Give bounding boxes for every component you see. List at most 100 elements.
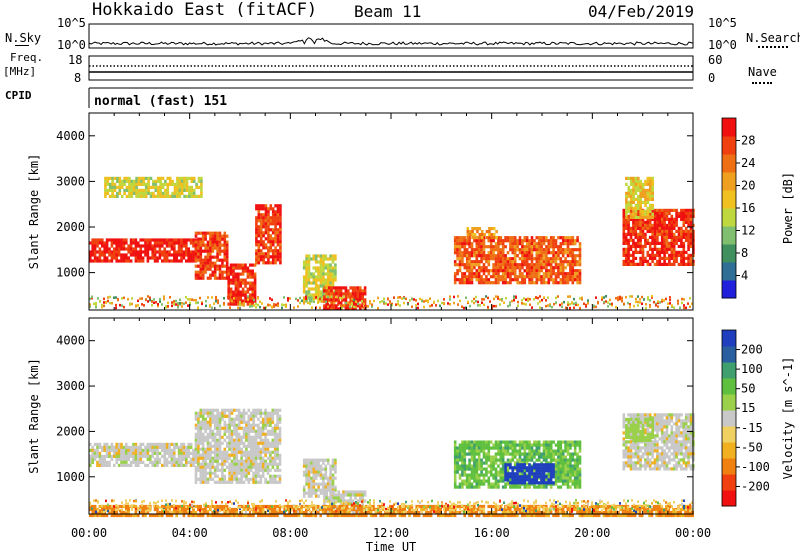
data-cell xyxy=(247,420,251,424)
data-cell xyxy=(393,296,395,299)
data-cell xyxy=(458,263,462,267)
data-cell xyxy=(153,301,155,304)
data-cell xyxy=(397,296,399,299)
data-cell xyxy=(103,297,105,301)
data-cell xyxy=(634,191,638,195)
data-cell xyxy=(577,303,579,307)
data-cell xyxy=(223,264,227,268)
data-cell xyxy=(631,295,633,298)
data-cell xyxy=(344,307,348,311)
data-cell xyxy=(257,225,261,229)
data-cell xyxy=(492,275,495,279)
data-cell xyxy=(242,444,246,448)
data-cell xyxy=(656,220,659,224)
data-cell xyxy=(523,239,527,243)
data-cell xyxy=(156,250,159,254)
data-cell xyxy=(305,461,308,465)
data-cell xyxy=(103,250,106,254)
data-cell xyxy=(511,272,515,276)
data-cell xyxy=(461,275,464,279)
data-cell xyxy=(266,432,270,436)
data-cell xyxy=(117,250,121,254)
data-cell xyxy=(91,250,94,254)
data-cell xyxy=(113,296,115,299)
data-cell xyxy=(247,462,251,466)
data-cell xyxy=(663,208,666,212)
data-cell xyxy=(322,272,325,276)
data-cell xyxy=(245,429,248,433)
data-cell xyxy=(632,197,635,201)
data-cell xyxy=(89,504,92,509)
data-cell xyxy=(651,191,654,195)
data-cell xyxy=(314,491,318,495)
data-cell xyxy=(189,238,193,242)
data-cell xyxy=(634,176,638,180)
data-cell xyxy=(622,241,626,245)
data-cell xyxy=(211,411,215,415)
data-cell xyxy=(641,256,645,260)
data-cell xyxy=(317,494,320,498)
data-cell xyxy=(264,231,268,235)
data-cell xyxy=(307,479,311,483)
data-cell xyxy=(141,250,145,254)
data-cell xyxy=(665,256,669,260)
data-cell xyxy=(167,301,169,305)
data-cell xyxy=(159,188,162,192)
data-cell xyxy=(669,302,671,305)
data-cell xyxy=(153,238,157,242)
data-cell xyxy=(247,477,251,481)
data-cell xyxy=(173,510,176,515)
data-cell xyxy=(151,256,154,260)
data-cell xyxy=(637,206,640,210)
data-cell xyxy=(127,504,130,509)
data-cell xyxy=(312,473,316,477)
data-cell xyxy=(521,299,523,302)
data-cell xyxy=(468,233,472,237)
data-cell xyxy=(629,179,633,183)
data-cell xyxy=(321,297,323,301)
data-cell xyxy=(278,510,282,515)
data-cell xyxy=(185,241,188,245)
data-cell xyxy=(122,256,126,260)
data-cell xyxy=(197,462,200,466)
data-cell xyxy=(177,457,181,461)
data-cell xyxy=(235,414,239,418)
data-cell xyxy=(216,510,219,515)
data-cell xyxy=(189,513,193,518)
data-cell xyxy=(646,197,650,201)
data-cell xyxy=(249,417,253,421)
data-cell xyxy=(684,232,688,236)
data-cell xyxy=(218,432,222,436)
data-cell xyxy=(101,244,104,248)
data-cell xyxy=(161,185,165,189)
data-cell xyxy=(259,513,262,518)
data-cell xyxy=(257,249,261,253)
data-cell xyxy=(204,237,207,241)
data-cell xyxy=(625,176,628,180)
data-cell xyxy=(161,463,164,467)
data-cell xyxy=(242,453,246,457)
data-cell xyxy=(561,254,565,258)
data-cell xyxy=(257,513,260,518)
data-cell xyxy=(636,262,640,266)
data-cell xyxy=(158,250,162,254)
data-cell xyxy=(397,303,399,306)
data-cell xyxy=(204,258,207,262)
data-cell xyxy=(110,256,114,260)
data-cell xyxy=(103,460,106,464)
data-cell xyxy=(113,513,116,518)
data-cell xyxy=(523,269,527,273)
data-cell xyxy=(456,242,459,246)
data-cell xyxy=(115,442,118,446)
data-cell xyxy=(264,432,267,436)
data-cell xyxy=(537,245,541,249)
data-cell xyxy=(273,432,277,436)
data-cell xyxy=(156,460,159,464)
data-cell xyxy=(170,448,174,452)
data-cell xyxy=(651,215,654,219)
data-cell xyxy=(264,225,268,229)
data-cell xyxy=(684,226,688,230)
data-cell xyxy=(171,191,174,195)
data-cell xyxy=(639,220,642,224)
data-cell xyxy=(233,468,236,472)
